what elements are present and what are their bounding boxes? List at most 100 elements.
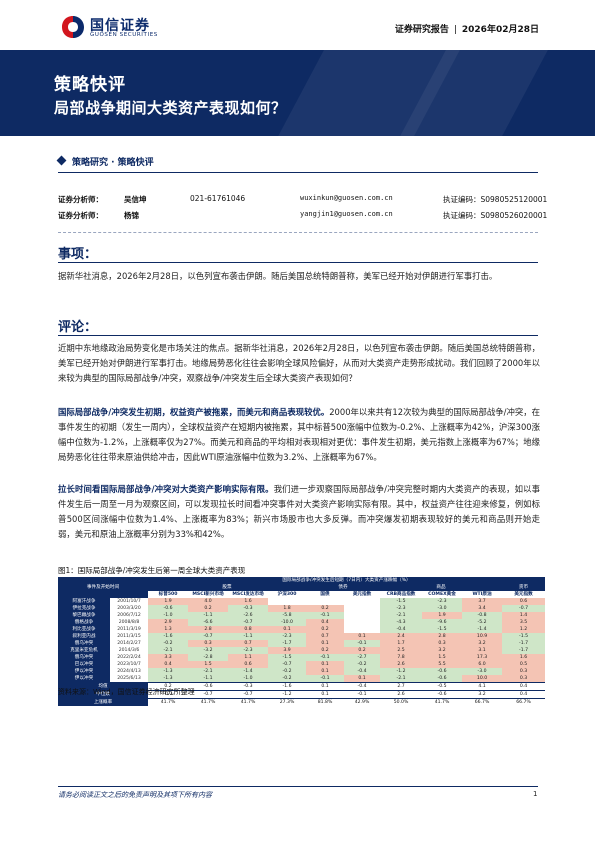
value-cell: -0.1 <box>306 675 345 683</box>
summary-value-cell: 41.7% <box>148 698 189 706</box>
value-cell: 0.7 <box>306 633 345 640</box>
column-header: 美元指数 <box>502 591 546 598</box>
analyst-row: 证券分析师： 杨锦 yangjin1@guosen.com.cn 执证编码：S0… <box>58 210 547 220</box>
summary-value-cell: -0.5 <box>422 682 463 691</box>
value-cell: -0.7 <box>228 619 269 626</box>
value-cell: -0.6 <box>422 668 463 675</box>
value-cell: 1.5 <box>188 661 229 668</box>
value-cell <box>306 598 344 605</box>
value-cell: -1.7 <box>268 640 307 647</box>
value-cell: -1.3 <box>148 675 189 683</box>
value-cell: 3.1 <box>462 647 503 654</box>
value-cell: -10.0 <box>268 619 307 626</box>
value-cell: 2.8 <box>188 626 229 633</box>
value-cell: 4.0 <box>188 598 229 605</box>
value-cell: -4.3 <box>380 619 423 626</box>
table-row: 克里米亚危机 2014/3/6 -2.1 -3.2 -2.3 3.9 0.2 0.2 2.5 3.… <box>58 647 546 654</box>
value-cell: 2.9 <box>148 619 189 626</box>
summary-row: 中位数 -0.2 -0.7 -0.7 -1.2 0.1 -0.1 2.6 -0.6 3.2 0.4 <box>58 690 546 699</box>
value-cell: 3.9 <box>268 647 307 654</box>
event-date-cell: 2023/10/7 <box>117 662 141 667</box>
summary-value-cell: 41.7% <box>422 698 463 706</box>
event-name-cell: 伊拉克战争 <box>58 605 110 612</box>
value-cell: -2.1 <box>188 668 229 675</box>
summary-value-cell: 50.0% <box>380 698 423 706</box>
comment-paragraph-1: 近期中东地缘政治局势变化是市场关注的焦点。据新华社消息，2026年2月28日，以… <box>58 343 540 383</box>
value-cell: 1.9 <box>422 612 463 619</box>
group-header: 商品 <box>380 584 503 591</box>
analyst-role: 证券分析师： <box>58 211 103 220</box>
analyst-cert: 执证编码：S0980526020001 <box>443 211 548 220</box>
analyst-role: 证券分析师： <box>58 195 103 204</box>
event-name-cell: 伊以冲突 <box>58 675 110 683</box>
analyst-email[interactable]: yangjin1@guosen.com.cn <box>300 210 393 218</box>
footer-divider <box>58 786 538 787</box>
logo-text-en: GUOSEN SECURITIES <box>90 32 158 38</box>
value-cell: -1.7 <box>502 647 546 654</box>
table-row: 俄乌冲突 2014/2/27 -0.2 0.3 0.7 -1.7 0.1 -0.1 1.7 0.3… <box>58 640 546 647</box>
summary-label-cell: 均值 <box>58 682 149 691</box>
report-header-meta: 证券研究报告 | 2026年02月28日 <box>395 22 539 35</box>
value-cell: -1.6 <box>148 633 189 640</box>
value-cell: 3.5 <box>502 619 546 626</box>
summary-value-cell: -0.2 <box>148 690 189 699</box>
table-row: 俄格战争 2008/8/8 2.9 -6.6 -0.7 -10.0 0.4 -4.3 -9.6-… <box>58 619 546 626</box>
value-cell: -1.1 <box>188 675 229 683</box>
value-cell: 3.4 <box>462 605 503 612</box>
title-banner: 策略快评 局部战争期间大类资产表现如何？ <box>0 50 595 136</box>
event-date-cell: 2003/3/20 <box>117 606 141 611</box>
figure-source: 资料来源：Wind，国信证券经济研究所整理 <box>58 688 195 696</box>
analyst-name: 杨锦 <box>124 211 139 220</box>
analyst-email[interactable]: wuxinkun@guosen.com.cn <box>300 194 393 202</box>
value-cell <box>344 605 380 612</box>
page-number: 1 <box>533 790 538 798</box>
value-cell: -1.5 <box>502 633 546 640</box>
value-cell: 1.7 <box>380 640 423 647</box>
value-cell: -9.6 <box>422 619 463 626</box>
value-cell <box>344 626 380 633</box>
column-header: MSCI新兴市场 <box>188 591 229 598</box>
table-row: 巴以冲突 2023/10/7 0.4 1.5 0.6 -0.7 0.1 -0.2 2.6 5.5 6… <box>58 661 546 668</box>
analyst-row: 证券分析师： 吴信坤 021-61761046 wuxinkun@guosen.… <box>58 194 547 204</box>
summary-value-cell: 41.7% <box>188 698 229 706</box>
value-cell: 1.9 <box>148 598 189 605</box>
table-row: 俄乌冲突 2022/2/24 3.3 -2.8 1.1 -1.5 -0.1 -2.7 7.8 1.… <box>58 654 546 661</box>
value-cell: 2.4 <box>380 633 423 640</box>
summary-value-cell: 41.7% <box>228 698 269 706</box>
value-cell: -1.0 <box>148 612 189 619</box>
event-text: 据新华社消息，2026年2月28日，以色列宣布袭击伊朗。随后美国总统特朗普称，美… <box>58 271 498 281</box>
event-date-cell: 2006/7/12 <box>117 613 141 618</box>
summary-value-cell: 2.6 <box>380 690 423 699</box>
summary-value-cell: 66.7% <box>462 698 503 706</box>
value-cell: -1.2 <box>380 668 423 675</box>
value-cell: 3.2 <box>422 647 463 654</box>
table-row: 利比亚战争 2011/3/19 1.3 2.8 0.8 0.1 0.2 -0.4 -1.5 -1.… <box>58 626 546 633</box>
value-cell: -1.4 <box>228 668 269 675</box>
value-cell: -1.5 <box>268 654 307 661</box>
group-header: 债券 <box>306 584 381 591</box>
event-date-cell: 2008/8/8 <box>118 620 140 625</box>
summary-row: 均值 0.2 -0.6 -0.3 -1.6 0.1 -0.4 2.7 -0.5 4.1 0.4 <box>58 682 546 691</box>
value-cell: 0.1 <box>306 661 345 668</box>
value-cell: -3.2 <box>188 647 229 654</box>
data-table: 事件及开始时间 国际局部战争/冲突发生后短期（7日内）大类资产涨跌幅（%） 股票… <box>58 577 546 706</box>
value-cell: -2.3 <box>228 647 269 654</box>
value-cell: -0.6 <box>422 675 463 683</box>
event-name-cell: 叙利亚内战 <box>58 633 110 640</box>
value-cell: -3.0 <box>462 668 503 675</box>
value-cell: 0.2 <box>306 647 345 654</box>
value-cell: 1.8 <box>268 605 307 612</box>
value-cell: -2.6 <box>228 612 269 619</box>
table-row: 黎巴嫩战争 2006/7/12 -1.0 -1.1 -2.6 -5.8 -0.1 -2.1 1.… <box>58 612 546 619</box>
value-cell <box>344 619 380 626</box>
column-header: 国债 <box>306 591 345 598</box>
event-name-cell: 伊以冲突 <box>58 668 110 675</box>
summary-value-cell: -0.6 <box>422 690 463 699</box>
value-cell: -0.7 <box>502 605 546 612</box>
comment-paragraph-3-lead: 拉长时间看国际局部战争/冲突对大类资产影响实际有限。 <box>58 484 274 494</box>
column-header: 美元指数 <box>344 591 381 598</box>
value-cell: -0.8 <box>462 612 503 619</box>
table-row: 伊拉克战争 2003/3/20 -0.6 0.2 -0.3 1.8 0.2 -2.3 -3.0 3… <box>58 605 546 612</box>
value-cell: 0.1 <box>344 675 381 683</box>
value-cell: 0.2 <box>306 626 345 633</box>
